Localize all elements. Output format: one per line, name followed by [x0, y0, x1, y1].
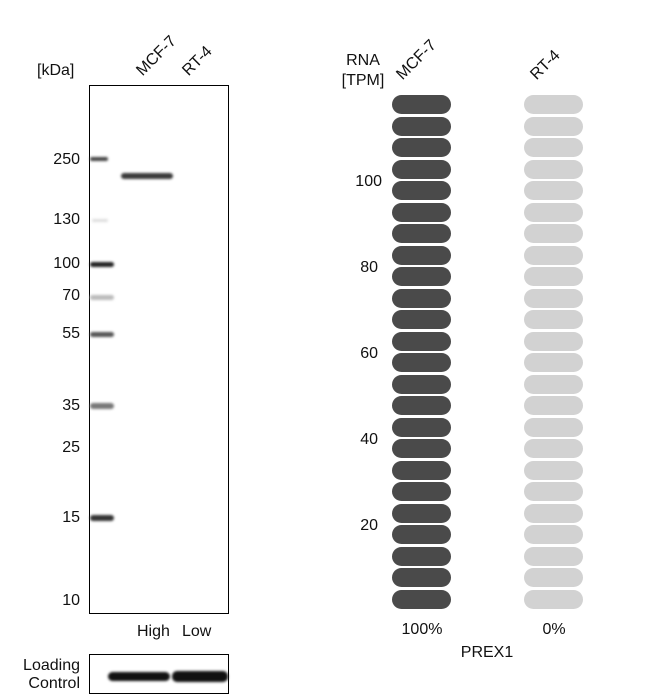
- rna-segment: [524, 482, 583, 501]
- rna-segment: [524, 525, 583, 544]
- ladder-band-55: [90, 332, 114, 337]
- rna-sample-label-rt4: RT-4: [527, 46, 564, 84]
- loading-control-panel: [89, 654, 229, 694]
- marker-label-100: 100: [53, 255, 80, 272]
- rna-segment: [392, 525, 451, 544]
- marker-label-35: 35: [62, 397, 80, 414]
- gene-name-label: PREX1: [460, 644, 514, 661]
- rna-axis-title-line2: [TPM]: [341, 72, 385, 89]
- ladder-band-100: [90, 262, 114, 267]
- rna-segment: [392, 460, 451, 480]
- rna-segment: [524, 95, 583, 114]
- rna-column-mcf7: [392, 95, 451, 611]
- rna-segment: [524, 353, 583, 372]
- ladder-band-35: [90, 403, 114, 409]
- rna-tick-20: 20: [360, 517, 378, 534]
- rna-segment: [392, 439, 451, 458]
- ladder-band-130: [92, 219, 108, 222]
- rna-segment: [392, 116, 451, 136]
- rna-segment: [524, 288, 583, 308]
- rna-segment: [524, 138, 583, 157]
- marker-label-10: 10: [62, 592, 80, 609]
- rna-segment: [524, 116, 583, 136]
- rna-segment: [392, 159, 451, 179]
- rna-column-rt4: [524, 95, 583, 611]
- rna-segment: [524, 202, 583, 222]
- marker-label-55: 55: [62, 325, 80, 342]
- marker-label-15: 15: [62, 509, 80, 526]
- kda-unit-label: [kDa]: [37, 62, 75, 79]
- rna-segment: [392, 482, 451, 501]
- rna-segment: [524, 181, 583, 200]
- rna-segment: [392, 568, 451, 587]
- rna-segment: [524, 374, 583, 394]
- rna-segment: [524, 503, 583, 523]
- rna-segment: [524, 439, 583, 458]
- marker-label-130: 130: [53, 211, 80, 228]
- rna-segment: [392, 245, 451, 265]
- rna-segment: [524, 546, 583, 566]
- rna-segment: [392, 503, 451, 523]
- rna-segment: [392, 396, 451, 415]
- rna-segment: [392, 417, 451, 437]
- lane-label-rt4: RT-4: [179, 42, 216, 80]
- loading-control-label-line2: Control: [28, 675, 80, 692]
- lane-label-mcf7: MCF-7: [133, 32, 180, 80]
- rna-segment: [524, 224, 583, 243]
- rna-segment: [392, 353, 451, 372]
- ladder-band-250: [90, 157, 108, 161]
- rna-tick-80: 80: [360, 259, 378, 276]
- rna-segment: [524, 568, 583, 587]
- rna-segment: [524, 396, 583, 415]
- rna-segment: [524, 310, 583, 329]
- rna-segment: [392, 589, 451, 609]
- rna-segment: [392, 181, 451, 200]
- expression-label-low: Low: [182, 623, 212, 640]
- rna-segment: [524, 159, 583, 179]
- rna-segment: [524, 245, 583, 265]
- ladder-band-15: [90, 515, 114, 521]
- loading-band-mcf7: [108, 672, 170, 681]
- ladder-band-70: [90, 295, 114, 300]
- rna-segment: [524, 460, 583, 480]
- loading-band-rt4: [172, 671, 228, 682]
- western-blot-panel: [89, 85, 229, 614]
- rna-segment: [524, 417, 583, 437]
- mcf7-target-band: [121, 173, 173, 179]
- rna-segment: [392, 288, 451, 308]
- marker-label-25: 25: [62, 439, 80, 456]
- rna-segment: [392, 331, 451, 351]
- rna-segment: [524, 331, 583, 351]
- rna-percent-mcf7: 100%: [401, 621, 443, 638]
- rna-tick-60: 60: [360, 345, 378, 362]
- marker-label-70: 70: [62, 287, 80, 304]
- rna-segment: [392, 95, 451, 114]
- rna-segment: [392, 138, 451, 157]
- rna-segment: [392, 546, 451, 566]
- rna-segment: [392, 267, 451, 286]
- rna-segment: [392, 374, 451, 394]
- rna-segment: [392, 202, 451, 222]
- loading-control-label-line1: Loading: [23, 657, 80, 674]
- rna-tick-100: 100: [355, 173, 382, 190]
- rna-segment: [392, 310, 451, 329]
- expression-label-high: High: [137, 623, 170, 640]
- marker-label-250: 250: [53, 151, 80, 168]
- rna-sample-label-mcf7: MCF-7: [393, 36, 440, 84]
- rna-tick-40: 40: [360, 431, 378, 448]
- rna-segment: [392, 224, 451, 243]
- rna-axis-title-line1: RNA: [346, 52, 380, 69]
- rna-segment: [524, 589, 583, 609]
- rna-segment: [524, 267, 583, 286]
- rna-percent-rt4: 0%: [542, 621, 566, 638]
